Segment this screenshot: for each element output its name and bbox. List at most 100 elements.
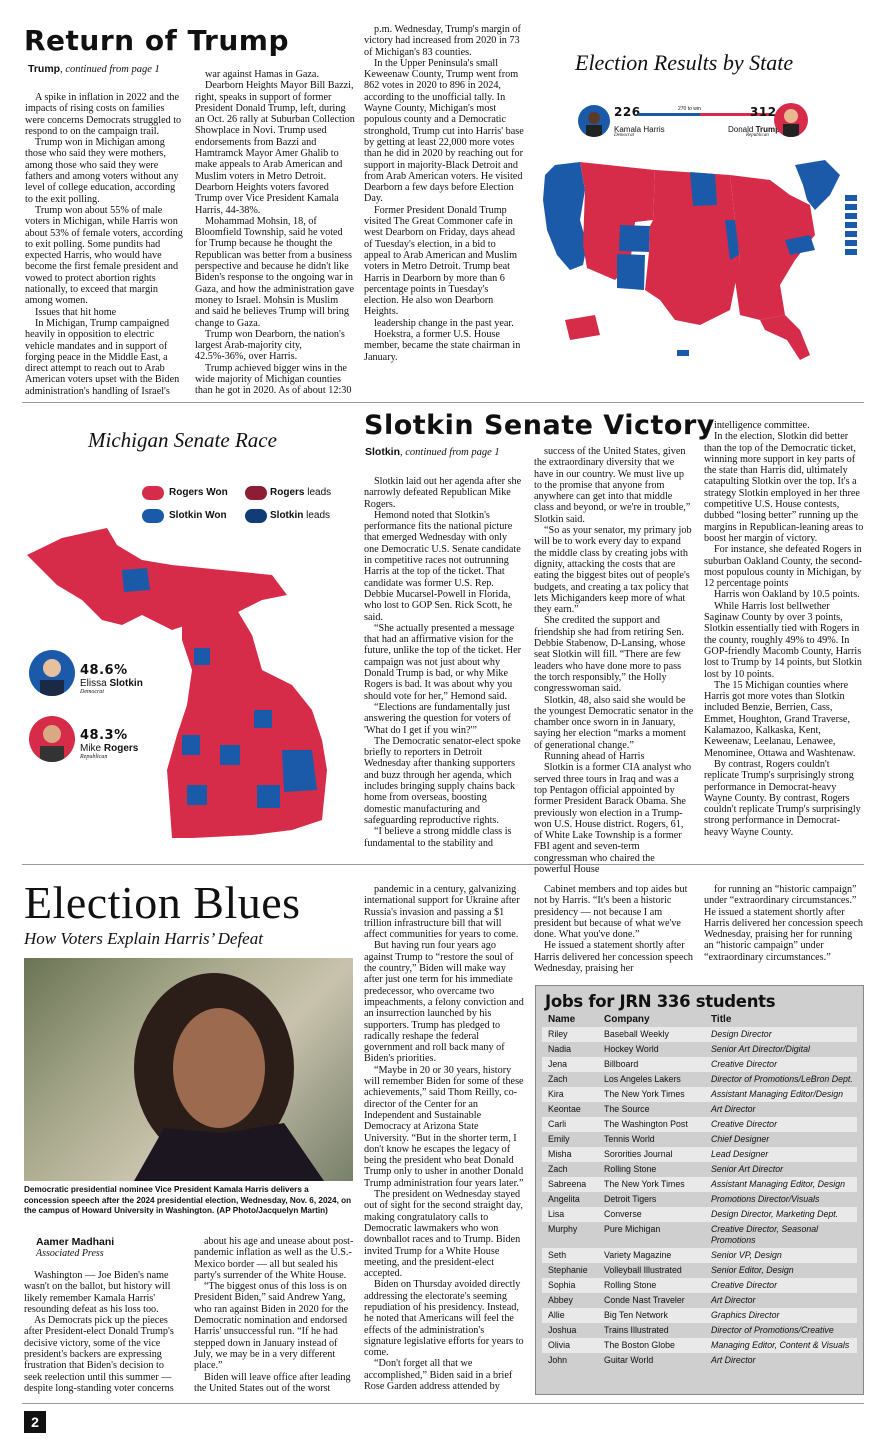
- job-company: Rolling Stone: [604, 1280, 657, 1290]
- paragraph: By contrast, Rogers couldn't replicate T…: [704, 758, 861, 838]
- job-title: Art Director: [711, 1295, 756, 1305]
- slotkin-byline-rest: , continued from page 1: [400, 447, 500, 458]
- job-name: Stephanie: [548, 1265, 588, 1275]
- paragraph: Dearborn Heights Mayor Bill Bazzi, right…: [195, 80, 355, 216]
- paragraph: Issues that hit home: [35, 306, 117, 318]
- paragraph: He issued a statement shortly after Harr…: [534, 940, 693, 975]
- legend-rogers-leads: Rogers leads: [270, 487, 332, 498]
- paragraph: For instance, she defeated Rogers in sub…: [704, 544, 863, 590]
- slotkin-column-2: success of the United States, given the …: [534, 446, 694, 875]
- job-name: Misha: [548, 1149, 572, 1159]
- photo-caption: Democratic presidential nominee Vice Pre…: [24, 1185, 352, 1215]
- bottom-rule: [22, 1403, 864, 1404]
- legend-slotkin-leads: Slotkin leads: [270, 510, 331, 521]
- harris-name: Kamala Harris: [614, 125, 665, 134]
- trump-bar: [700, 113, 770, 116]
- map-alaska-hawaii: [565, 315, 600, 340]
- job-name: Kira: [548, 1089, 564, 1099]
- blues-agency: Associated Press: [36, 1248, 104, 1259]
- legend-rogers-won: Rogers Won: [169, 487, 228, 498]
- job-title: Creative Director, Seasonal Promotions: [711, 1224, 819, 1245]
- job-name: Joshua: [548, 1325, 577, 1335]
- paragraph: But having run four years ago against Tr…: [364, 940, 524, 1065]
- blues-headline: Election Blues: [24, 877, 301, 928]
- paragraph: intelligence committee.: [714, 420, 810, 431]
- harris-votes: 226: [614, 105, 641, 119]
- map-florida: [760, 315, 810, 360]
- table-row: Seth Variety Magazine Senior VP, Design: [542, 1248, 857, 1263]
- paragraph: “Maybe in 20 or 30 years, history will r…: [364, 1064, 524, 1189]
- job-company: Volleyball Illustrated: [604, 1265, 682, 1275]
- paragraph: Slotkin, 48, also said she would be the …: [534, 694, 694, 751]
- photo-coat: [134, 1123, 324, 1181]
- upper-peninsula: [27, 528, 287, 630]
- table-row: Joshua Trains Illustrated Director of Prom…: [542, 1323, 857, 1338]
- up-slotkin-county: [122, 568, 150, 592]
- lansing-area: [220, 745, 240, 765]
- job-title: Creative Director: [711, 1280, 777, 1290]
- job-name: Emily: [548, 1134, 570, 1144]
- map-new-mexico: [617, 254, 645, 290]
- legend-rogers-won-swatch: [142, 486, 164, 500]
- paragraph: “Don't forget all that we accomplished,”…: [364, 1358, 513, 1393]
- paragraph: p.m. Wednesday, Trump's margin of victor…: [364, 24, 521, 58]
- paragraph: “She actually presented a message that h…: [364, 622, 522, 702]
- rogers-name: Mike Rogers: [80, 743, 139, 754]
- job-title: Senior VP, Design: [711, 1250, 782, 1260]
- job-name: Lisa: [548, 1209, 565, 1219]
- paragraph: The Democratic senator-elect spoke brief…: [364, 735, 521, 826]
- job-name: Zach: [548, 1164, 568, 1174]
- jobs-header-name: Name: [548, 1014, 576, 1025]
- paragraph: Mohammad Mohsin, 18, of Bloomfield Towns…: [195, 215, 354, 329]
- page-number: 2: [24, 1411, 46, 1433]
- paragraph: She credited the support and friendship …: [534, 615, 686, 695]
- paragraph: success of the United States, given the …: [534, 446, 691, 525]
- job-company: The Source: [604, 1104, 650, 1114]
- job-company: Baseball Weekly: [604, 1029, 669, 1039]
- job-title: Senior Editor, Design: [711, 1265, 794, 1275]
- job-name: Angelita: [548, 1194, 580, 1204]
- job-title: Promotions Director/Visuals: [711, 1194, 820, 1204]
- blues-author: Aamer Madhani: [36, 1236, 115, 1248]
- map-minnesota: [690, 172, 717, 206]
- slotkin-pct: 48.6%: [80, 663, 128, 678]
- slotkin-byline: Slotkin, continued from page 1: [365, 446, 500, 458]
- slotkin-avatar: [29, 650, 75, 696]
- paragraph: “The biggest onus of this loss is on Pre…: [194, 1281, 349, 1372]
- threshold-label: 270 to win: [678, 106, 701, 112]
- job-company: Guitar World: [604, 1355, 654, 1365]
- blues-column-1: Washington — Joe Biden's name wasn't on …: [24, 1270, 184, 1400]
- paragraph: Trump won Dearborn, the nation's largest…: [195, 328, 345, 363]
- table-row: Kira The New York Times Assistant Managing…: [542, 1087, 857, 1102]
- table-row: Misha Sororities Journal Lead Designer: [542, 1147, 857, 1162]
- table-row: Lisa Converse Design Director, Marketing D…: [542, 1207, 857, 1222]
- rogers-avatar: [29, 716, 75, 762]
- job-company: The New York Times: [604, 1089, 685, 1099]
- legend-slotkin-won-swatch: [142, 509, 164, 523]
- paragraph: The president on Wednesday stayed out of…: [364, 1189, 523, 1280]
- jobs-table: Jobs for JRN 336 students Name Company T…: [535, 985, 864, 1395]
- slotkin-name: Elissa Slotkin: [80, 678, 143, 689]
- map-northeast: [795, 160, 840, 210]
- job-name: Olivia: [548, 1340, 570, 1350]
- paragraph: war against Hamas in Gaza.: [205, 69, 319, 80]
- job-name: Allie: [548, 1310, 565, 1320]
- map-colorado: [619, 225, 650, 252]
- paragraph: Hemond noted that Slotkin's performance …: [364, 509, 521, 623]
- paragraph: pandemic in a century, galvanizing inter…: [364, 884, 520, 941]
- job-title: Assistant Managing Editor, Design: [711, 1179, 845, 1189]
- paragraph: about his age and unease about post-pand…: [194, 1236, 354, 1281]
- job-name: Sophia: [548, 1280, 576, 1290]
- trump-name: Donald Trump: [728, 125, 780, 134]
- paragraph: While Harris lost bellwether Saginaw Cou…: [704, 600, 862, 680]
- map-northeast-badges: [845, 195, 857, 255]
- job-title: Creative Director: [711, 1119, 777, 1129]
- paragraph: The 15 Michigan counties where Harris go…: [704, 679, 856, 759]
- job-company: Trains Illustrated: [604, 1325, 669, 1335]
- paragraph: Running ahead of Harris: [544, 751, 645, 763]
- job-name: Riley: [548, 1029, 568, 1039]
- job-title: Senior Art Director/Digital: [711, 1044, 810, 1054]
- job-company: Pure Michigan: [604, 1224, 661, 1234]
- job-title: Lead Designer: [711, 1149, 769, 1159]
- job-name: Sabreena: [548, 1179, 587, 1189]
